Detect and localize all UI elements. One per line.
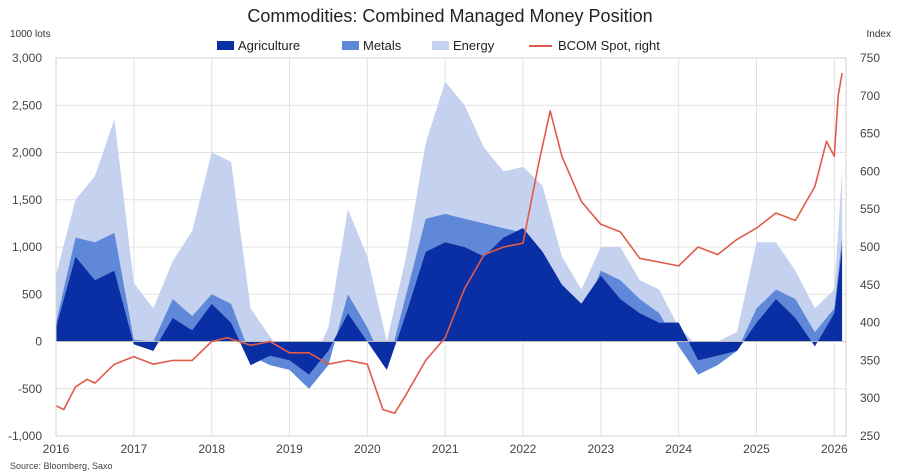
x-tick-label: 2019 bbox=[276, 442, 303, 456]
source-note: Source: Bloomberg, Saxo bbox=[10, 461, 113, 471]
right-tick-label: 650 bbox=[860, 127, 880, 141]
x-tick-label: 2021 bbox=[432, 442, 459, 456]
left-tick-label: 2,000 bbox=[12, 146, 42, 160]
left-tick-label: 500 bbox=[22, 287, 42, 301]
chart-title: Commodities: Combined Managed Money Posi… bbox=[247, 6, 652, 26]
line-layer bbox=[55, 72, 843, 415]
chart-legend: Agriculture Metals Energy BCOM Spot, right bbox=[217, 38, 660, 53]
x-tick-label: 2022 bbox=[510, 442, 537, 456]
legend-swatch bbox=[342, 41, 359, 50]
right-tick-label: 400 bbox=[860, 316, 880, 330]
right-axis-label: Index bbox=[867, 29, 891, 40]
x-tick-label: 2016 bbox=[43, 442, 70, 456]
left-tick-label: 2,500 bbox=[12, 98, 42, 112]
legend-swatch bbox=[217, 41, 234, 50]
area-energy bbox=[56, 81, 843, 389]
right-tick-label: 500 bbox=[860, 240, 880, 254]
right-tick-label: 600 bbox=[860, 164, 880, 178]
axis-layer: 3,000 2,500 2,000 1,500 1,000 500 0 -500 -1,000 7… bbox=[8, 51, 880, 456]
right-tick-label: 300 bbox=[860, 391, 880, 405]
right-tick-label: 250 bbox=[860, 429, 880, 443]
left-tick-label: 1,000 bbox=[12, 240, 42, 254]
left-axis-label: 1000 lots bbox=[10, 29, 51, 40]
x-tick-label: 2017 bbox=[120, 442, 147, 456]
area-metals bbox=[56, 213, 843, 389]
x-tick-label: 2024 bbox=[665, 442, 692, 456]
left-tick-label: 0 bbox=[35, 335, 42, 349]
left-tick-label: -500 bbox=[18, 382, 42, 396]
legend-label: Energy bbox=[453, 38, 495, 53]
plot-border bbox=[55, 57, 847, 437]
legend-label: BCOM Spot, right bbox=[558, 38, 660, 53]
x-tick-label: 2018 bbox=[198, 442, 225, 456]
bcom-spot-line bbox=[55, 72, 843, 415]
area-agriculture bbox=[56, 228, 843, 375]
x-tick-label: 2026 bbox=[821, 442, 848, 456]
right-tick-label: 550 bbox=[860, 202, 880, 216]
left-tick-label: 1,500 bbox=[12, 193, 42, 207]
area-layer bbox=[56, 81, 846, 389]
legend-swatch bbox=[432, 41, 449, 50]
x-tick-label: 2023 bbox=[587, 442, 614, 456]
legend-label: Metals bbox=[363, 38, 402, 53]
right-tick-label: 450 bbox=[860, 278, 880, 292]
right-tick-label: 700 bbox=[860, 89, 880, 103]
x-tick-label: 2025 bbox=[743, 442, 770, 456]
left-tick-label: -1,000 bbox=[8, 429, 42, 443]
left-tick-label: 3,000 bbox=[12, 51, 42, 65]
right-tick-label: 750 bbox=[860, 51, 880, 65]
x-tick-label: 2020 bbox=[354, 442, 381, 456]
legend-label: Agriculture bbox=[238, 38, 300, 53]
right-tick-label: 350 bbox=[860, 353, 880, 367]
